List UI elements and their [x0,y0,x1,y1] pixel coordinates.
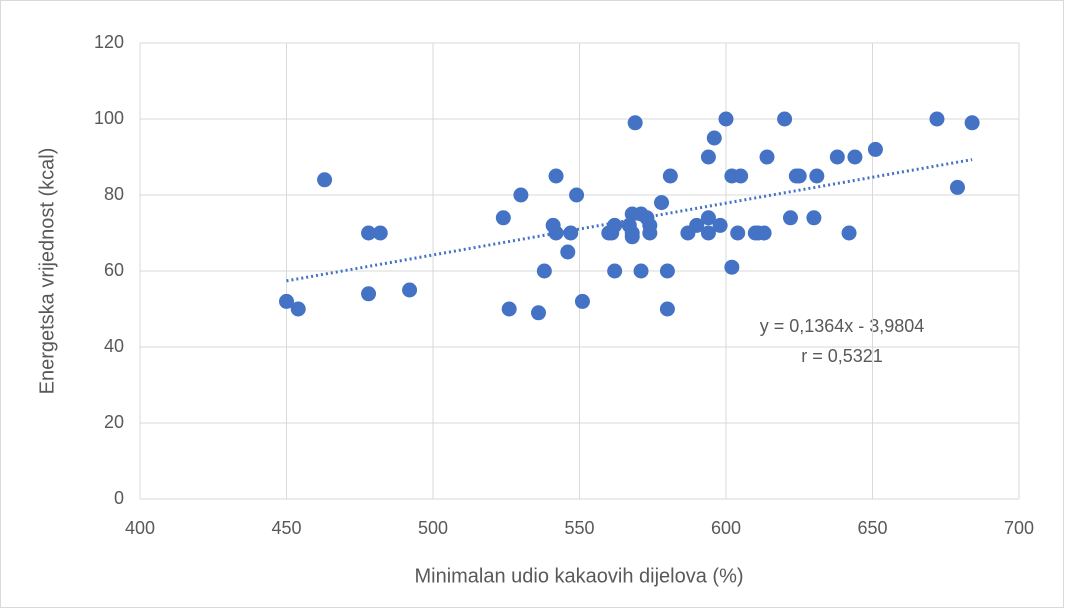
point [633,263,649,279]
y-tick-label: 60 [104,260,124,280]
y-tick-label: 80 [104,184,124,204]
point [290,301,306,317]
point [867,141,883,157]
point [659,263,675,279]
point [724,259,740,275]
point [513,187,529,203]
y-tick-label: 40 [104,336,124,356]
x-tick-label: 450 [271,518,301,538]
point [733,168,749,184]
y-tick-label: 120 [94,32,124,52]
point [536,263,552,279]
point [279,293,294,309]
point [642,225,658,241]
x-tick-label: 650 [857,518,887,538]
point [759,149,775,165]
point [929,111,945,127]
point [372,225,388,241]
point [700,210,716,226]
point [841,225,857,241]
y-axis-title: Energetska vrijednost (kcal) [36,148,58,395]
point [654,195,670,211]
point [548,168,564,184]
point [659,301,675,317]
point [361,225,377,241]
point [317,172,333,188]
point [361,286,377,302]
trendline-r: r = 0,5321 [801,346,883,366]
point [530,305,546,321]
point [756,225,772,241]
point [777,111,793,127]
point [700,225,716,241]
point [809,168,825,184]
point [563,225,579,241]
x-tick-label: 500 [418,518,448,538]
point [607,263,623,279]
point [782,210,798,226]
y-tick-label: 100 [94,108,124,128]
point [847,149,863,165]
x-tick-label: 700 [1004,518,1034,538]
point [601,225,617,241]
point [712,217,728,233]
point [402,282,418,298]
x-tick-label: 550 [564,518,594,538]
trendline-equation: y = 0,1364x - 3,9804 [760,316,925,336]
point [495,210,511,226]
x-tick-label: 600 [711,518,741,538]
point [569,187,585,203]
point [706,130,722,146]
point [624,229,640,245]
point [791,168,807,184]
point [730,225,746,241]
point [829,149,845,165]
y-tick-label: 0 [114,488,124,508]
point [548,225,564,241]
point [560,244,576,260]
point [949,179,965,195]
point [501,301,517,317]
x-axis-title: Minimalan udio kakaovih dijelova (%) [414,565,743,587]
point [700,149,716,165]
point [627,115,643,131]
x-tick-label: 400 [125,518,155,538]
point [662,168,678,184]
point [689,217,705,233]
y-tick-label: 20 [104,412,124,432]
point [964,115,980,131]
point [574,293,590,309]
trendline [286,158,973,283]
point [718,111,734,127]
point [806,210,822,226]
